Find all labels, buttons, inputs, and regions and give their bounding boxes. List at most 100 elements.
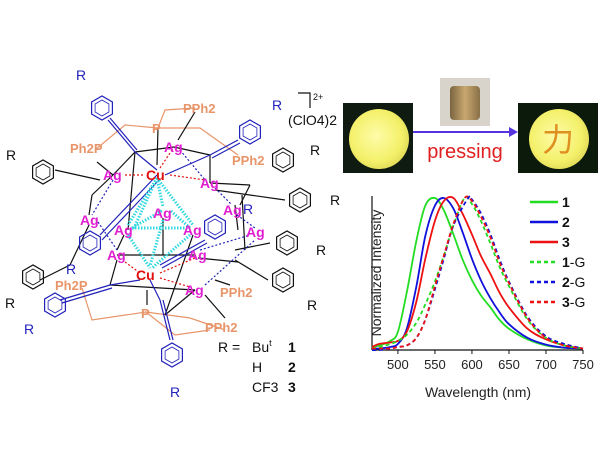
series-line-2-g [371,195,584,352]
ag-atom: Ag [114,222,133,238]
phenyl-ring-inner [94,99,110,117]
r-group-name: CF3 [252,379,279,395]
chart-axes: 500 550 600 650 700 750 [371,196,594,372]
r-label: R [316,242,326,258]
x-tick-label: 750 [572,357,594,372]
phenyl-ring-inner [279,234,295,252]
y-axis-label: Normalized Intensity [368,210,384,337]
ag-atom: Ag [188,247,207,263]
compound-number: 2 [288,359,296,375]
legend-label: 1-G [562,254,585,270]
phenyl-ring [276,230,298,256]
cuprophilic-cage [126,177,195,270]
phenyl-ring-inner [35,163,51,181]
series-line-3-g [372,195,584,350]
r-group-name: H [252,359,262,375]
legend-label: 1 [562,194,570,210]
legend-label: 2-G [562,274,585,290]
ph2p-label: Ph2P [55,278,88,293]
phenyl-ring [272,147,294,173]
r-label: R [6,147,16,163]
ag-atom: Ag [223,202,242,218]
phosphine-labels: PPh2 P Ph2P PPh2 Ph2P PPh2 P PPh2 [55,101,265,335]
phenyl-ring-inner [242,123,258,141]
series-line-2 [371,197,584,350]
ag-atom: Ag [107,247,126,263]
r-group-name: But [252,338,272,355]
phenyl-ring [161,342,183,368]
legend-label: 3-G [562,294,585,310]
phenyl-ring [31,159,55,185]
counterion-label: (ClO4)2 [288,112,337,128]
r-label: R [24,321,34,337]
compound-number: 1 [288,339,296,355]
cu-atom: Cu [136,267,155,283]
phenyl-ring [272,267,294,293]
pph2-label: PPh2 [232,153,265,168]
ag-atom: Ag [246,224,265,240]
pph2-label: PPh2 [205,320,238,335]
metal-stamp [450,86,480,120]
series-line-1-g [371,196,584,350]
arrow-icon [413,127,518,137]
legend-label: 2 [562,214,570,230]
ag-atoms: Ag Ag Ag Ag Ag Ag Ag Ag Ag Ag Ag Ag [80,139,265,298]
phenyl-ring-inner [207,218,223,236]
x-tick-label: 550 [424,357,446,372]
x-tick-label: 600 [461,357,483,372]
r-substituents: R R R R R R R R R R R R [5,67,340,400]
pph2-label: PPh2 [220,285,253,300]
pph2-label: PPh2 [183,101,216,116]
chart-legend: 1 2 3 1-G 2-G 3-G [530,194,585,310]
x-tick-label: 500 [387,357,409,372]
ag-atom: Ag [183,222,202,238]
yellow-disc [349,109,409,169]
phenyl-rings [22,95,311,368]
x-axis-label: Wavelength (nm) [425,384,531,400]
r-group-legend: R = But 1 H 2 CF3 3 [218,338,296,395]
phenyl-ring-inner [164,346,180,364]
phenyl-ring-inner [292,191,308,209]
phenyl-ring-inner [82,234,98,252]
r-label: R [330,192,340,208]
phenyl-ring-inner [275,271,291,289]
ag-atom: Ag [153,205,172,221]
yellow-disc [529,109,589,169]
phenyl-ring [204,214,226,240]
r-label: R [243,201,253,217]
legend-label: 3 [562,234,570,250]
r-label: R [307,297,317,313]
phenyl-ring-inner [25,268,41,286]
photo-pressed-disc: 力 [518,103,598,173]
phenyl-ring [90,95,114,121]
phenyl-ring-inner [47,296,63,314]
phenyl-ring [239,119,261,145]
phenyl-ring [43,292,67,318]
blue-dotted-contacts [91,149,256,286]
chart-series [371,195,584,352]
ph2p-label: Ph2P [70,141,103,156]
series-line-1 [371,196,584,350]
ag-atom: Ag [185,282,204,298]
phenyl-ring [78,230,102,256]
r-label: R [76,67,86,83]
ag-atom: Ag [200,175,219,191]
phenyl-ring-inner [275,151,291,169]
photo-stamp [440,78,490,126]
cluster-structure: Cu Cu Ag Ag Ag Ag Ag Ag Ag Ag Ag Ag Ag A… [5,67,340,400]
ag-atom: Ag [80,212,99,228]
r-label: R [170,384,180,400]
charge-bracket: 2+ (ClO4)2 [288,92,337,128]
x-tick-label: 700 [535,357,557,372]
p-label: P [152,121,161,136]
ag-atom: Ag [103,167,122,183]
p-label: P [141,306,150,321]
cu-atoms: Cu Cu [136,167,165,283]
blue-bonds [59,117,241,341]
r-label: R [272,97,282,113]
phenyl-ring [22,264,45,290]
cu-atom: Cu [146,167,165,183]
bonds [39,107,286,341]
r-label: R [310,142,320,158]
red-dotted-contacts [124,149,206,288]
